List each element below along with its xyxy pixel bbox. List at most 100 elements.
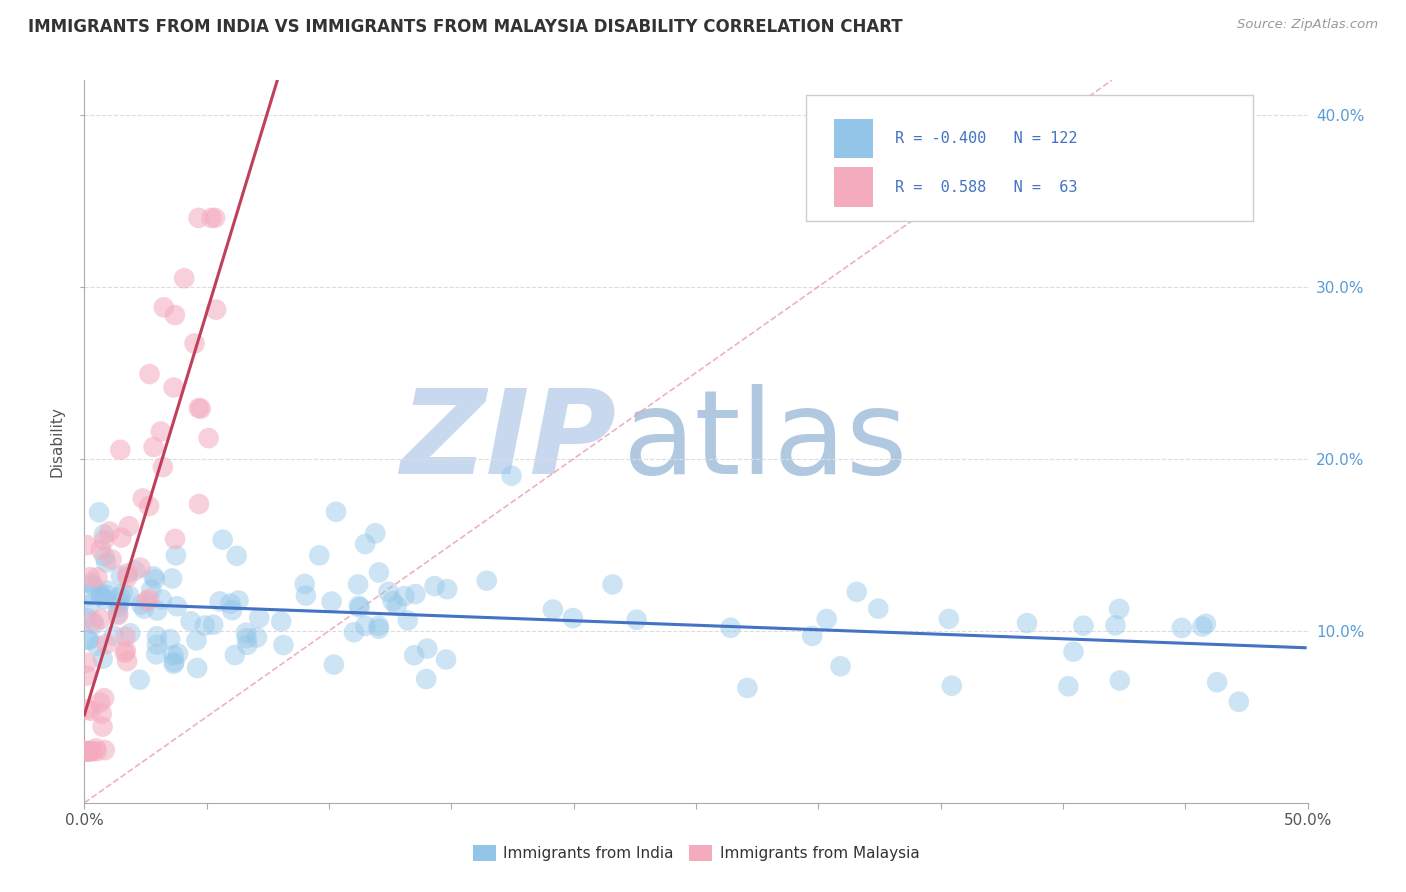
Point <box>111 586 134 600</box>
Point <box>163 655 186 669</box>
Point <box>86 744 108 758</box>
Point <box>77 632 100 647</box>
Point <box>404 587 426 601</box>
Point <box>138 367 160 381</box>
Point <box>91 651 114 665</box>
Point <box>163 308 186 322</box>
Point <box>1108 673 1130 688</box>
Point <box>347 577 370 591</box>
Point <box>93 533 115 548</box>
Point <box>830 659 852 673</box>
Point <box>354 619 377 633</box>
FancyBboxPatch shape <box>834 167 873 207</box>
Point <box>541 602 564 616</box>
Point <box>221 603 243 617</box>
Point <box>84 741 107 756</box>
Point <box>211 533 233 547</box>
Point <box>117 566 139 581</box>
Point <box>163 657 186 671</box>
Point <box>938 612 960 626</box>
Point <box>187 211 209 225</box>
Point <box>160 571 183 585</box>
Text: R = -0.400   N = 122: R = -0.400 N = 122 <box>896 131 1078 146</box>
Point <box>93 549 115 564</box>
Point <box>347 599 370 613</box>
Point <box>129 598 152 612</box>
Point <box>845 585 868 599</box>
Point <box>114 630 136 644</box>
Point <box>76 611 98 625</box>
Point <box>368 622 391 636</box>
Point <box>79 598 101 612</box>
Point <box>100 552 122 566</box>
Point <box>225 549 247 563</box>
Point <box>80 704 103 718</box>
Point <box>367 618 389 632</box>
Point <box>76 744 98 758</box>
Point <box>83 617 105 632</box>
Point <box>108 596 131 610</box>
Legend: Immigrants from India, Immigrants from Malaysia: Immigrants from India, Immigrants from M… <box>467 839 925 867</box>
Point <box>76 656 98 670</box>
Point <box>129 560 152 574</box>
Point <box>150 592 173 607</box>
Point <box>188 497 211 511</box>
Point <box>167 647 190 661</box>
Point <box>1104 618 1126 632</box>
Point <box>80 576 103 591</box>
Point <box>110 568 132 582</box>
Point <box>562 611 585 625</box>
Point <box>295 589 318 603</box>
Point <box>159 632 181 647</box>
Point <box>89 696 111 710</box>
Text: atlas: atlas <box>623 384 908 499</box>
Point <box>385 599 408 613</box>
Point <box>1057 679 1080 693</box>
Point <box>415 672 437 686</box>
Point <box>110 442 132 457</box>
Point <box>82 578 104 592</box>
Point <box>107 608 129 623</box>
Point <box>246 631 269 645</box>
Point <box>224 648 246 662</box>
Point <box>87 505 110 519</box>
Point <box>208 594 231 608</box>
Point <box>294 577 316 591</box>
Point <box>94 743 117 757</box>
Point <box>76 744 98 758</box>
Point <box>143 572 166 586</box>
Point <box>165 549 187 563</box>
Point <box>270 615 292 629</box>
Point <box>1191 619 1213 633</box>
Point <box>367 566 389 580</box>
Point <box>90 589 112 603</box>
Point <box>228 593 250 607</box>
Point <box>1073 618 1095 632</box>
Y-axis label: Disability: Disability <box>49 406 65 477</box>
Point <box>93 527 115 541</box>
Point <box>132 491 155 506</box>
Point <box>1015 616 1038 631</box>
Point <box>235 632 257 646</box>
Point <box>343 625 366 640</box>
Point <box>1195 616 1218 631</box>
Point <box>96 637 118 651</box>
Point <box>132 601 155 615</box>
Point <box>110 531 132 545</box>
Point <box>149 425 172 439</box>
Point <box>364 526 387 541</box>
Point <box>436 582 458 597</box>
Point <box>79 570 101 584</box>
Point <box>416 641 439 656</box>
Point <box>247 611 270 625</box>
Point <box>124 564 146 578</box>
Point <box>77 744 100 758</box>
Text: ZIP: ZIP <box>401 384 616 499</box>
Point <box>118 519 141 533</box>
Point <box>91 720 114 734</box>
Point <box>141 582 163 597</box>
Point <box>114 643 136 657</box>
Point <box>1171 621 1194 635</box>
Point <box>96 556 118 570</box>
Point <box>142 440 165 454</box>
